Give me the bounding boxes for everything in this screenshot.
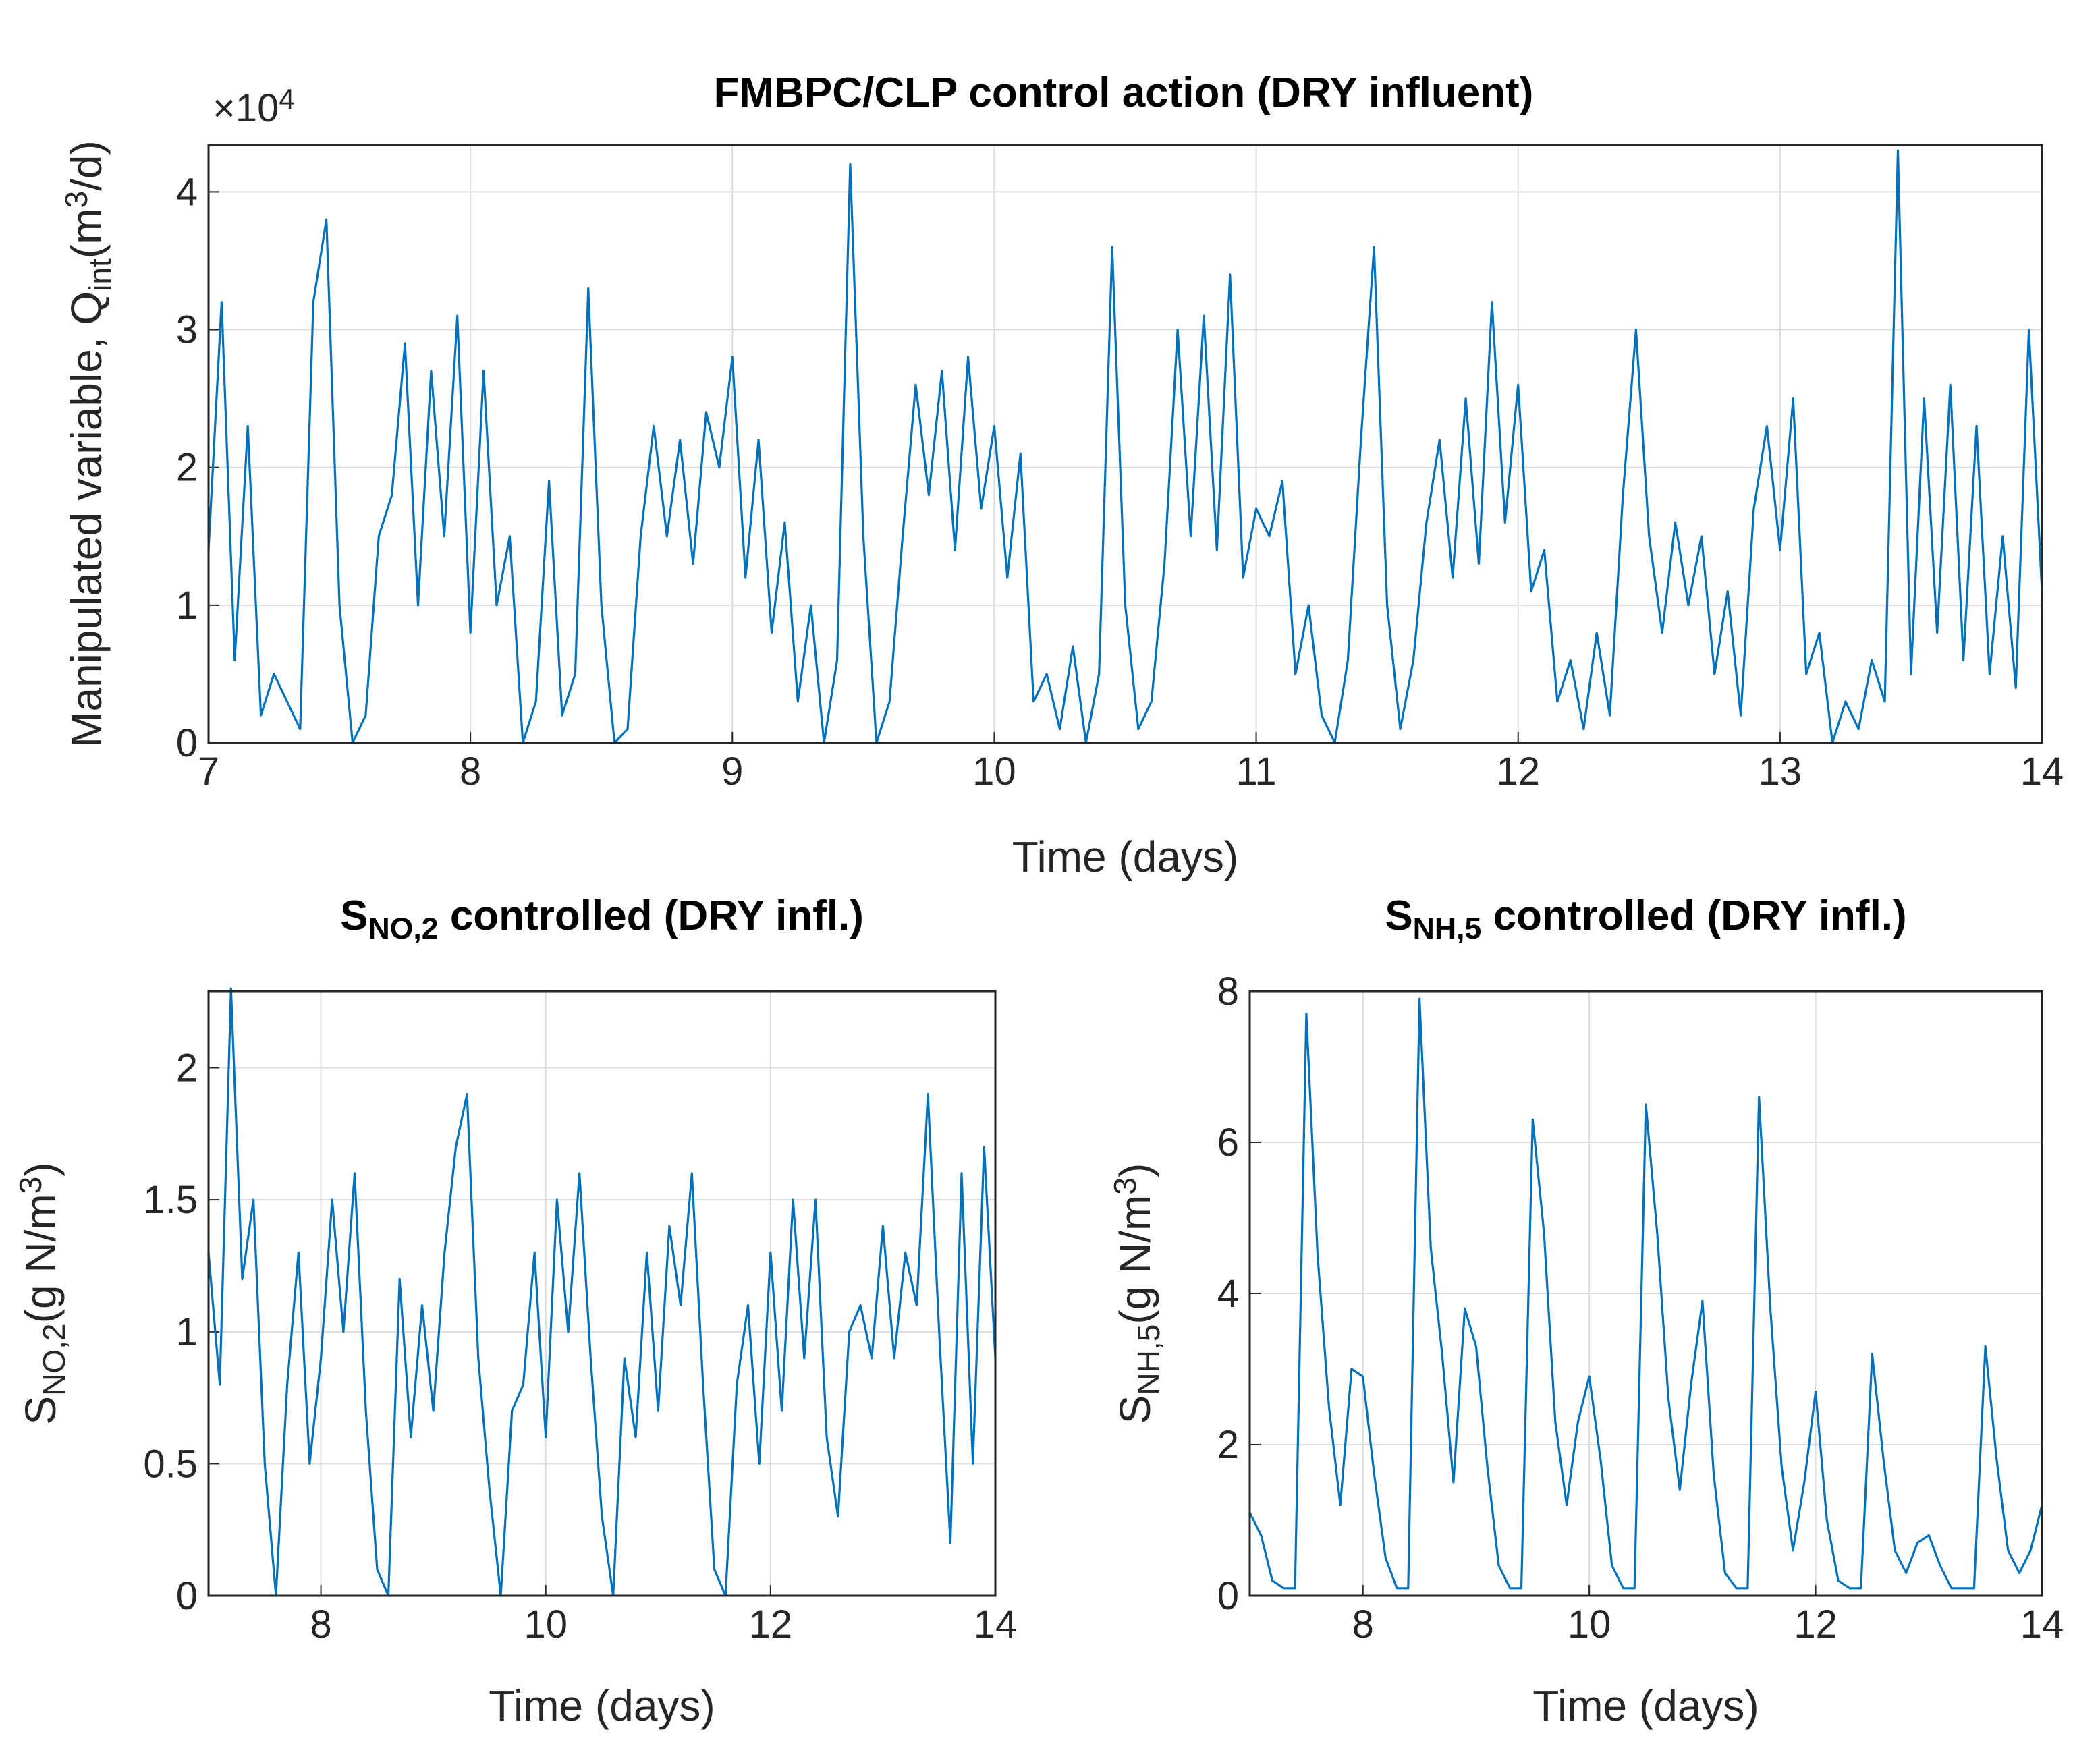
text-segment: NO,2 [36, 1323, 72, 1396]
x-tick-label: 9 [721, 750, 743, 793]
chart-title: SNH,5 controlled (DRY infl.) [1385, 893, 1906, 945]
y-tick-label: 8 [1217, 970, 1239, 1013]
y-tick-label: 3 [176, 308, 198, 352]
y-tick-label: 0 [1217, 1574, 1239, 1618]
y-tick-label: 2 [176, 446, 198, 490]
data-line [207, 987, 997, 1597]
text-segment: ×10 [213, 86, 279, 130]
x-tick-label: 14 [974, 1602, 1018, 1646]
y-tick-label: 0 [176, 1574, 198, 1618]
x-tick-label: 14 [2020, 1602, 2064, 1646]
text-segment: FMBPC/CLP control action (DRY influent) [714, 69, 1534, 116]
x-tick-label: 7 [198, 750, 219, 793]
chart-title: SNO,2 controlled (DRY infl.) [340, 893, 864, 945]
x-tick-label: 8 [310, 1602, 331, 1646]
data-line [207, 149, 2043, 744]
text-segment: Time (days) [489, 1681, 715, 1730]
text-segment: NH,5 [1131, 1324, 1166, 1395]
data-line [1248, 997, 2043, 1590]
text-segment: Time (days) [1532, 1681, 1759, 1730]
axes-box [1248, 990, 2043, 1597]
text-segment: S [16, 1396, 65, 1425]
text-segment: S [1111, 1395, 1159, 1424]
text-segment: 3 [13, 1177, 48, 1194]
x-tick-label: 8 [460, 750, 481, 793]
x-tick-label: 12 [1794, 1602, 1837, 1646]
y-tick-label: 2 [176, 1046, 198, 1090]
y-tick-label: 0.5 [143, 1442, 198, 1486]
x-axis-label: Time (days) [489, 1681, 715, 1730]
x-axis-label: Time (days) [1532, 1681, 1759, 1730]
text-segment: S [1385, 893, 1412, 939]
text-segment: (g N/m [16, 1194, 65, 1323]
text-segment: Time (days) [1012, 833, 1238, 881]
y-tick-label: 0 [176, 721, 198, 765]
chart-title: FMBPC/CLP control action (DRY influent) [714, 69, 1534, 116]
text-segment: (g N/m [1111, 1195, 1159, 1324]
y-axis-label: Manipulated variable, Qint(m3/d) [59, 140, 117, 748]
text-segment: ) [16, 1162, 65, 1176]
text-segment: S [340, 893, 368, 939]
x-tick-label: 13 [1759, 750, 1802, 793]
text-segment: /d) [62, 140, 111, 191]
y-tick-label: 1 [176, 584, 198, 627]
y-axis-label: SNO,2(g N/m3) [13, 1162, 72, 1424]
x-tick-label: 14 [2020, 750, 2064, 793]
x-tick-label: 11 [1236, 750, 1276, 793]
y-tick-label: 4 [176, 170, 198, 214]
text-segment: NH,5 [1413, 912, 1482, 945]
plot-area [209, 145, 2042, 743]
y-tick-label: 6 [1217, 1121, 1239, 1165]
y-tick-label: 1 [176, 1310, 198, 1354]
y-tick-label: 2 [1217, 1423, 1239, 1467]
axis-exponent: ×104 [213, 83, 295, 130]
text-segment: int [82, 258, 117, 291]
y-tick-label: 1.5 [143, 1178, 198, 1222]
x-axis-label: Time (days) [1012, 833, 1238, 881]
text-segment: 3 [1107, 1177, 1142, 1195]
text-segment: ) [1111, 1163, 1159, 1177]
x-tick-label: 12 [1496, 750, 1540, 793]
text-segment: (m [62, 208, 111, 259]
text-segment: controlled (DRY infl.) [1481, 893, 1906, 939]
text-segment: controlled (DRY infl.) [439, 893, 864, 939]
x-tick-label: 10 [1568, 1602, 1611, 1646]
x-tick-label: 10 [972, 750, 1016, 793]
y-axis-label: SNH,5(g N/m3) [1107, 1163, 1166, 1424]
x-tick-label: 12 [749, 1602, 793, 1646]
text-segment: Manipulated variable, Q [62, 291, 111, 748]
x-tick-label: 8 [1352, 1602, 1374, 1646]
y-tick-label: 4 [1217, 1272, 1239, 1316]
x-tick-label: 10 [524, 1602, 568, 1646]
axes-box [207, 144, 2043, 744]
text-segment: 3 [59, 191, 94, 208]
text-segment: 4 [279, 83, 294, 115]
text-segment: NO,2 [368, 912, 438, 945]
axes-box [207, 990, 997, 1597]
